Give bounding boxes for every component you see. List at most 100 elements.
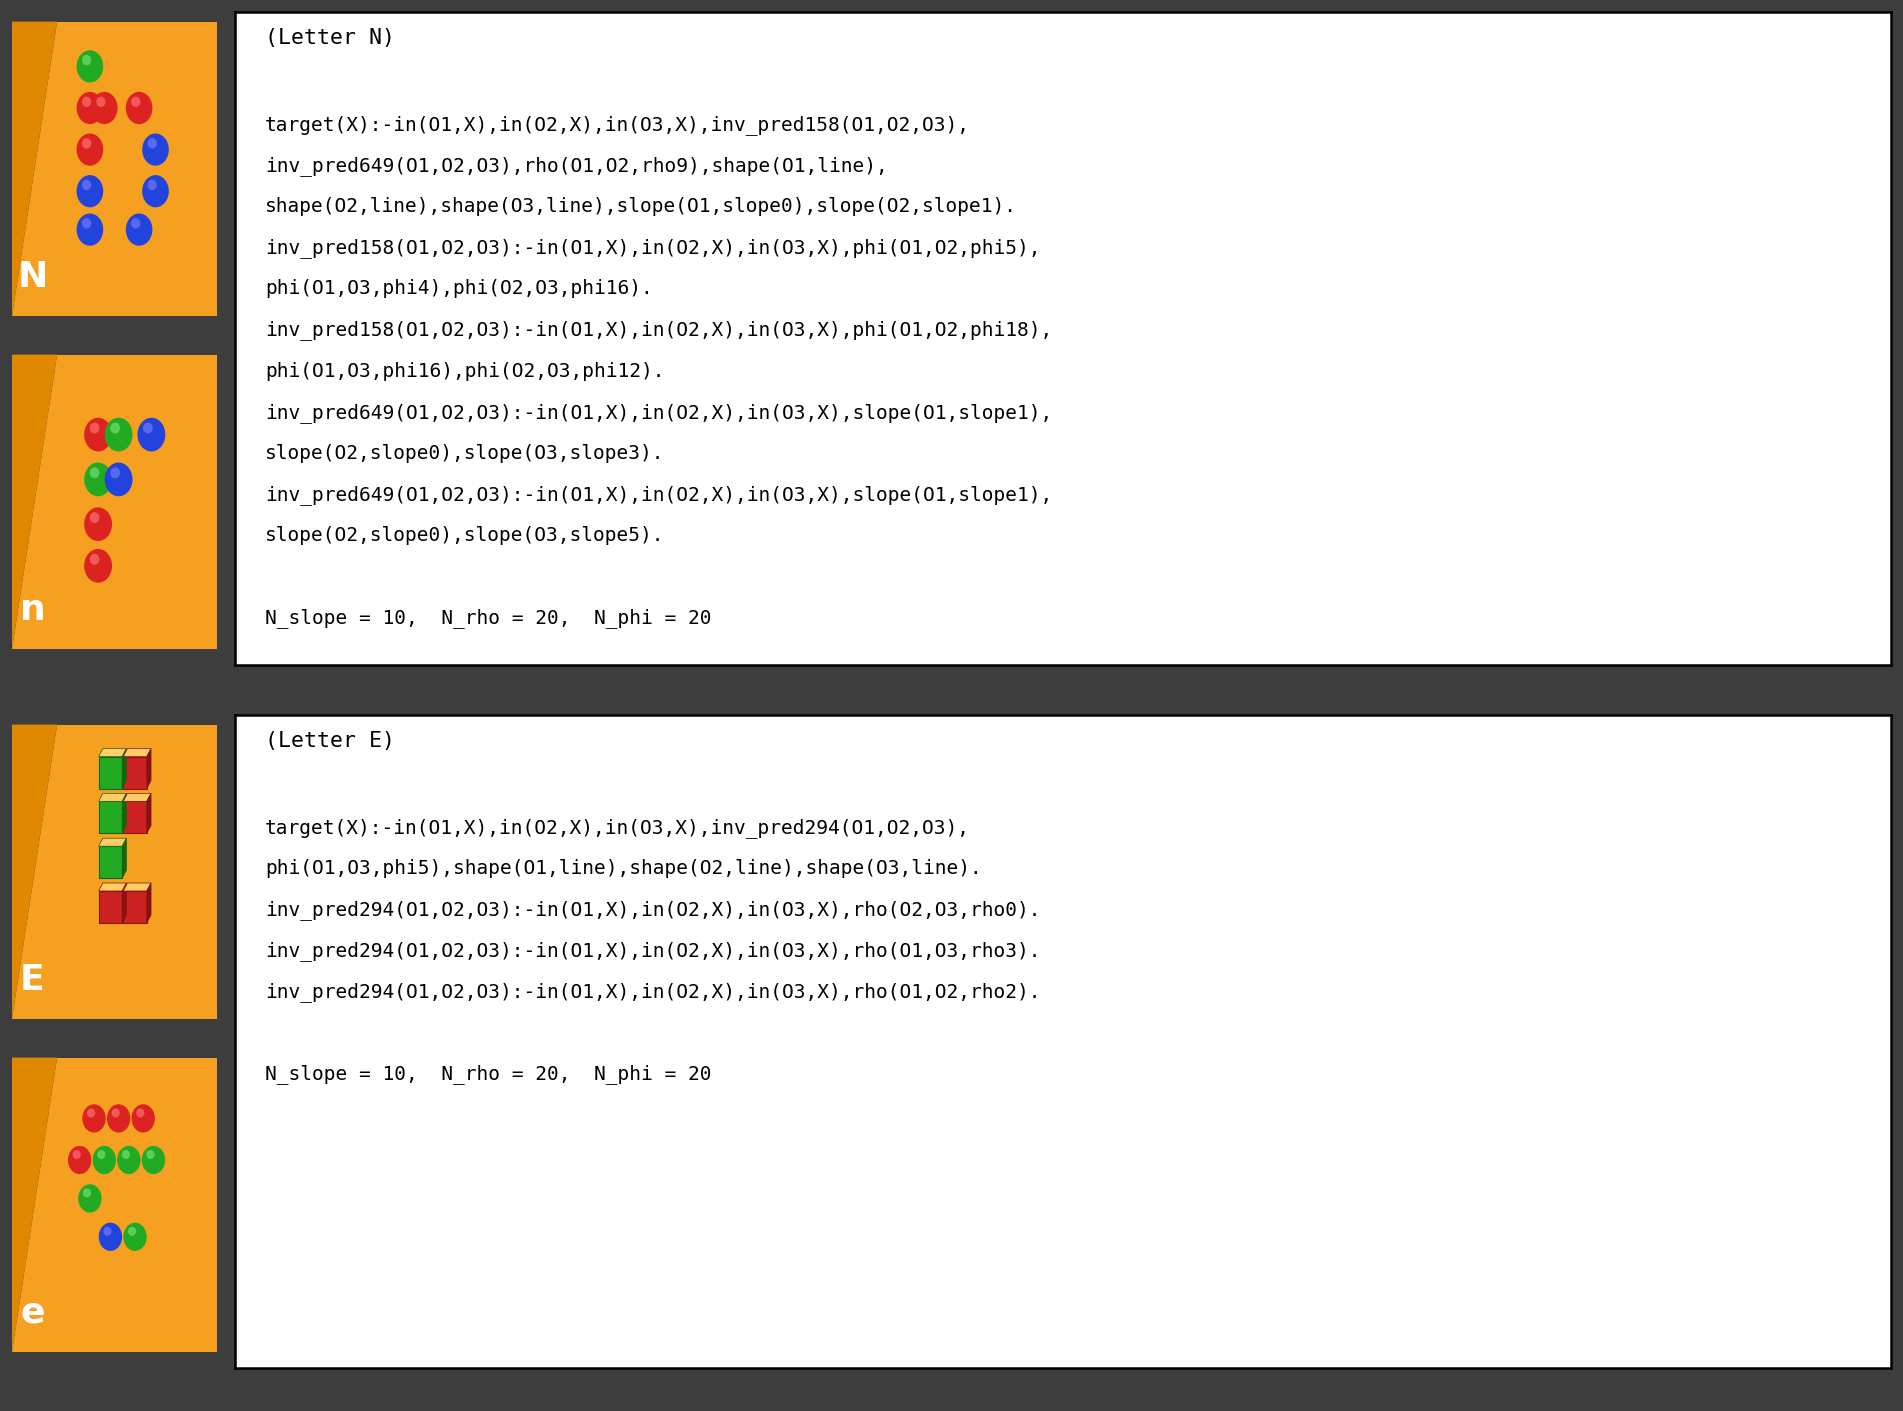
Ellipse shape	[141, 1146, 166, 1174]
Ellipse shape	[82, 219, 91, 229]
Ellipse shape	[118, 1146, 141, 1174]
Text: inv_pred294(O1,O2,O3):-in(O1,X),in(O2,X),in(O3,X),rho(O2,O3,rho0).: inv_pred294(O1,O2,O3):-in(O1,X),in(O2,X)…	[265, 900, 1041, 920]
Ellipse shape	[84, 463, 112, 497]
Text: target(X):-in(O1,X),in(O2,X),in(O3,X),inv_pred294(O1,O2,O3),: target(X):-in(O1,X),in(O2,X),in(O3,X),in…	[265, 818, 971, 838]
Ellipse shape	[89, 467, 99, 478]
Polygon shape	[122, 838, 126, 878]
Ellipse shape	[84, 1188, 91, 1198]
Ellipse shape	[84, 508, 112, 540]
Text: n: n	[19, 593, 46, 626]
Polygon shape	[11, 354, 217, 649]
Ellipse shape	[82, 138, 91, 148]
Text: E: E	[21, 962, 46, 996]
Ellipse shape	[76, 51, 103, 82]
Ellipse shape	[131, 1105, 154, 1133]
Ellipse shape	[137, 1109, 145, 1118]
Ellipse shape	[147, 1150, 154, 1158]
Text: (Letter E): (Letter E)	[265, 731, 394, 751]
Text: N_slope = 10,  N_rho = 20,  N_phi = 20: N_slope = 10, N_rho = 20, N_phi = 20	[265, 608, 712, 628]
Text: N: N	[17, 260, 48, 293]
Ellipse shape	[143, 423, 152, 433]
Ellipse shape	[78, 1184, 101, 1212]
Ellipse shape	[107, 1105, 129, 1133]
Ellipse shape	[82, 1105, 107, 1133]
Ellipse shape	[91, 92, 118, 124]
Bar	[124, 801, 147, 834]
Bar	[99, 801, 122, 834]
Polygon shape	[11, 21, 217, 316]
Ellipse shape	[103, 1226, 112, 1236]
Ellipse shape	[84, 418, 112, 452]
Text: inv_pred649(O1,O2,O3):-in(O1,X),in(O2,X),in(O3,X),slope(O1,slope1),: inv_pred649(O1,O2,O3):-in(O1,X),in(O2,X)…	[265, 485, 1052, 505]
Ellipse shape	[124, 1223, 147, 1252]
Bar	[99, 847, 122, 878]
Text: phi(O1,O3,phi16),phi(O2,O3,phi12).: phi(O1,O3,phi16),phi(O2,O3,phi12).	[265, 361, 664, 381]
Text: slope(O2,slope0),slope(O3,slope3).: slope(O2,slope0),slope(O3,slope3).	[265, 444, 664, 463]
Ellipse shape	[143, 134, 169, 165]
Text: inv_pred649(O1,O2,O3),rho(O1,O2,rho9),shape(O1,line),: inv_pred649(O1,O2,O3),rho(O1,O2,rho9),sh…	[265, 155, 887, 176]
Polygon shape	[11, 1058, 57, 1352]
Polygon shape	[11, 354, 57, 649]
Ellipse shape	[143, 175, 169, 207]
Polygon shape	[99, 838, 126, 847]
Ellipse shape	[93, 1146, 116, 1174]
Ellipse shape	[110, 423, 120, 433]
Polygon shape	[147, 883, 150, 923]
Ellipse shape	[76, 92, 103, 124]
Polygon shape	[99, 749, 126, 756]
Ellipse shape	[105, 463, 133, 497]
Polygon shape	[11, 725, 57, 1019]
Ellipse shape	[148, 179, 156, 190]
Ellipse shape	[105, 418, 133, 452]
Text: target(X):-in(O1,X),in(O2,X),in(O3,X),inv_pred158(O1,O2,O3),: target(X):-in(O1,X),in(O2,X),in(O3,X),in…	[265, 114, 971, 134]
Ellipse shape	[97, 96, 105, 107]
Polygon shape	[122, 883, 126, 923]
Polygon shape	[124, 883, 150, 890]
Bar	[99, 756, 122, 789]
Polygon shape	[124, 749, 150, 756]
Ellipse shape	[131, 96, 141, 107]
Polygon shape	[99, 883, 126, 890]
Ellipse shape	[76, 134, 103, 165]
Ellipse shape	[112, 1109, 120, 1118]
Bar	[124, 756, 147, 789]
Ellipse shape	[122, 1150, 129, 1158]
Ellipse shape	[126, 213, 152, 246]
Ellipse shape	[148, 138, 156, 148]
Text: phi(O1,O3,phi4),phi(O2,O3,phi16).: phi(O1,O3,phi4),phi(O2,O3,phi16).	[265, 279, 653, 298]
Ellipse shape	[82, 96, 91, 107]
Ellipse shape	[126, 92, 152, 124]
Ellipse shape	[84, 549, 112, 583]
Ellipse shape	[89, 512, 99, 523]
Text: inv_pred294(O1,O2,O3):-in(O1,X),in(O2,X),in(O3,X),rho(O1,O2,rho2).: inv_pred294(O1,O2,O3):-in(O1,X),in(O2,X)…	[265, 982, 1041, 1002]
Ellipse shape	[69, 1146, 91, 1174]
Text: inv_pred158(O1,O2,O3):-in(O1,X),in(O2,X),in(O3,X),phi(O1,O2,phi5),: inv_pred158(O1,O2,O3):-in(O1,X),in(O2,X)…	[265, 238, 1041, 258]
Ellipse shape	[76, 213, 103, 246]
Polygon shape	[11, 725, 217, 1019]
Ellipse shape	[89, 423, 99, 433]
Polygon shape	[147, 749, 150, 789]
Ellipse shape	[72, 1150, 80, 1158]
Polygon shape	[124, 793, 150, 801]
Text: (Letter N): (Letter N)	[265, 28, 394, 48]
Polygon shape	[11, 21, 57, 316]
Text: e: e	[21, 1295, 46, 1329]
Ellipse shape	[82, 179, 91, 190]
Ellipse shape	[99, 1223, 122, 1252]
Polygon shape	[122, 793, 126, 834]
Text: inv_pred649(O1,O2,O3):-in(O1,X),in(O2,X),in(O3,X),slope(O1,slope1),: inv_pred649(O1,O2,O3):-in(O1,X),in(O2,X)…	[265, 402, 1052, 423]
Bar	[99, 890, 122, 923]
Text: inv_pred294(O1,O2,O3):-in(O1,X),in(O2,X),in(O3,X),rho(O1,O3,rho3).: inv_pred294(O1,O2,O3):-in(O1,X),in(O2,X)…	[265, 941, 1041, 961]
Text: N_slope = 10,  N_rho = 20,  N_phi = 20: N_slope = 10, N_rho = 20, N_phi = 20	[265, 1064, 712, 1085]
Ellipse shape	[82, 55, 91, 65]
Polygon shape	[147, 793, 150, 834]
Polygon shape	[99, 793, 126, 801]
Polygon shape	[11, 1058, 217, 1352]
Ellipse shape	[128, 1226, 137, 1236]
Ellipse shape	[89, 555, 99, 564]
Ellipse shape	[131, 219, 141, 229]
Ellipse shape	[137, 418, 166, 452]
Ellipse shape	[76, 175, 103, 207]
Polygon shape	[122, 749, 126, 789]
Text: slope(O2,slope0),slope(O3,slope5).: slope(O2,slope0),slope(O3,slope5).	[265, 526, 664, 545]
